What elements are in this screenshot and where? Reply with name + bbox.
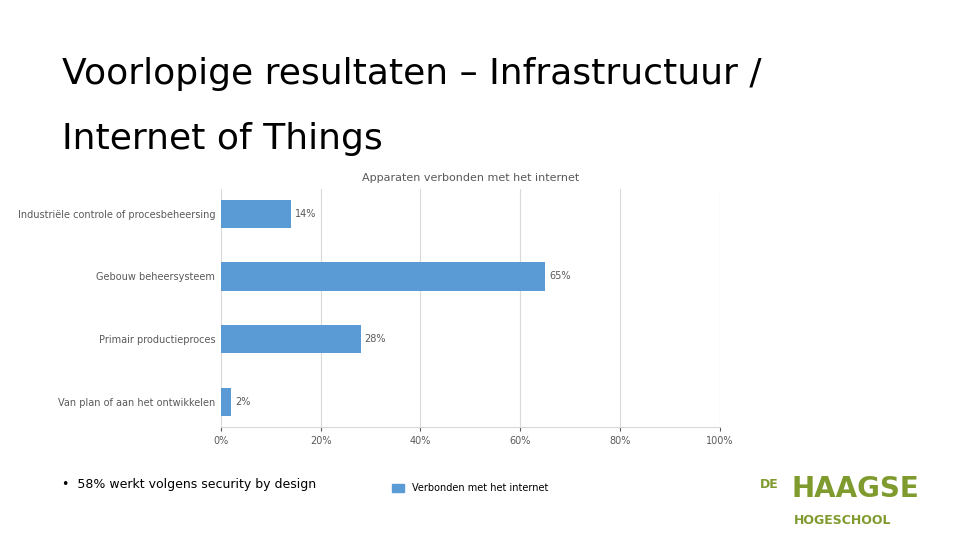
Title: Apparaten verbonden met het internet: Apparaten verbonden met het internet	[362, 173, 579, 183]
Text: CYBER SECURITY: CYBER SECURITY	[44, 50, 85, 55]
Text: CENTRE: CENTRE	[53, 30, 77, 35]
Text: 14%: 14%	[295, 209, 316, 219]
Text: •  58% werkt volgens security by design: • 58% werkt volgens security by design	[62, 478, 317, 491]
Text: Voorlopige resultaten – Infrastructuur /: Voorlopige resultaten – Infrastructuur /	[62, 57, 762, 91]
Bar	[221, 388, 230, 416]
Text: HOGESCHOOL: HOGESCHOOL	[794, 514, 892, 527]
Text: Internet of Things: Internet of Things	[62, 122, 383, 156]
Legend: Verbonden met het internet: Verbonden met het internet	[393, 483, 548, 493]
Text: HAAGSE: HAAGSE	[792, 475, 920, 503]
Text: 28%: 28%	[365, 334, 386, 344]
Bar	[221, 262, 545, 291]
Text: OF EXPERTISE: OF EXPERTISE	[48, 40, 82, 46]
Bar	[221, 200, 291, 228]
Text: 65%: 65%	[549, 272, 571, 281]
Text: DE: DE	[760, 478, 780, 491]
Text: 2%: 2%	[235, 397, 251, 407]
Bar	[221, 325, 361, 353]
